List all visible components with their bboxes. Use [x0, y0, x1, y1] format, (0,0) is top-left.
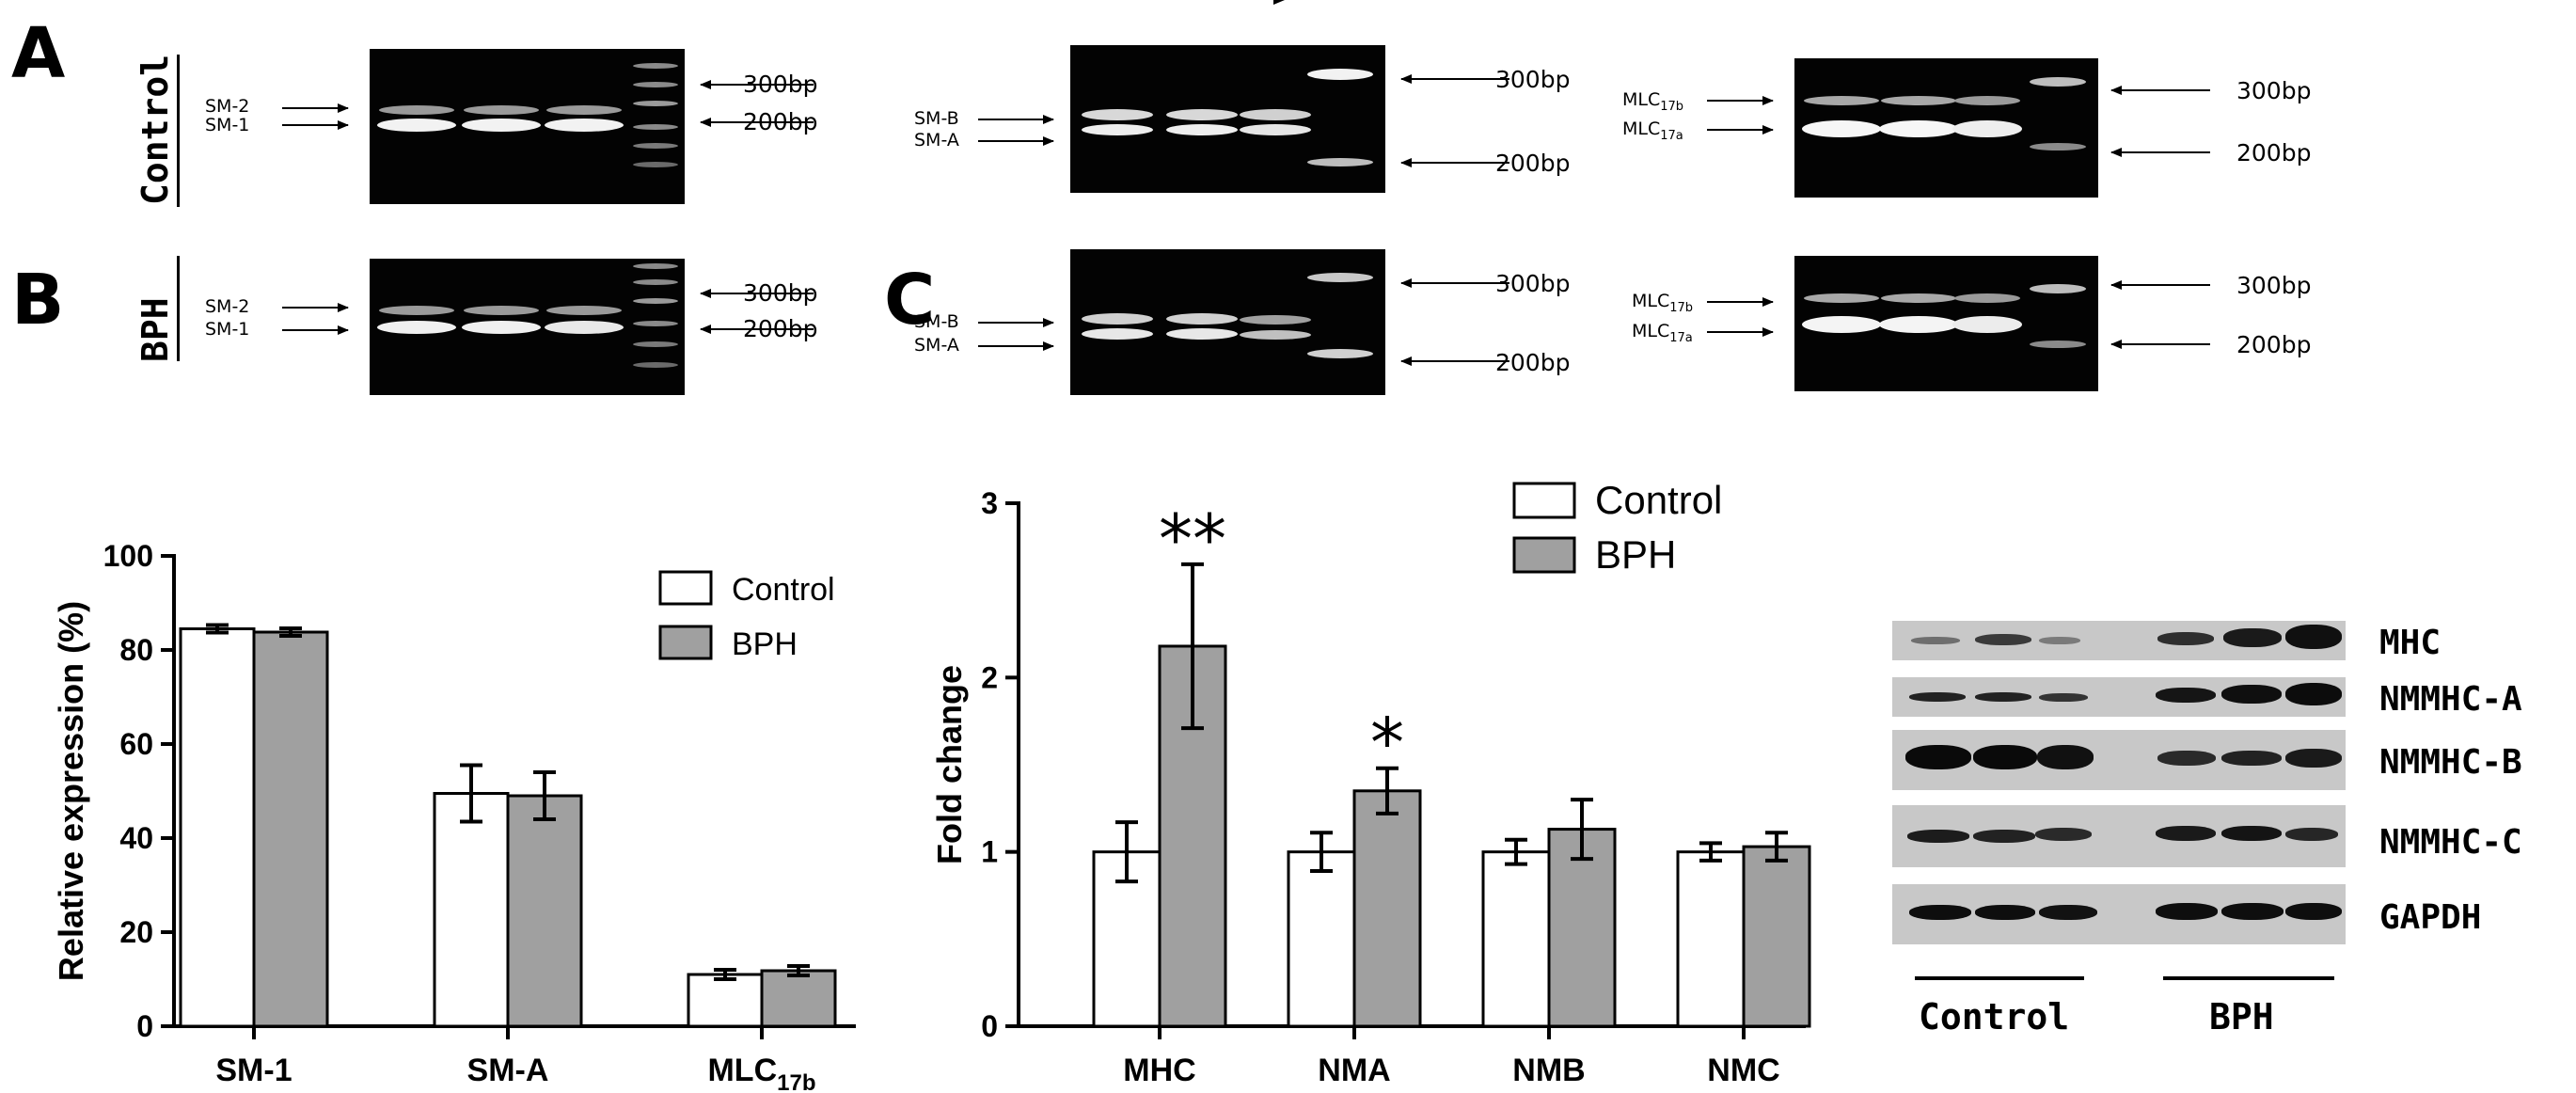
marker-200bp-gel2-control: 200bp: [1495, 150, 1571, 177]
gel-sm-control: [370, 49, 685, 204]
marker-200bp-gel1-control: 200bp: [743, 108, 818, 135]
marker-300bp-gel2-bph: 300bp: [1495, 270, 1571, 297]
x-tick-label-1: NMA: [1318, 1053, 1390, 1088]
bar-bph-1: [1352, 789, 1422, 1028]
label-smb-bph: SM-B: [914, 311, 959, 332]
significance-1: *: [1370, 704, 1404, 783]
x-tick-label-2: NMB: [1512, 1053, 1585, 1088]
x-tick-label-0: MHC: [1123, 1053, 1195, 1088]
label-mlc17b-bph: MLC17b: [1632, 291, 1694, 315]
marker-300bp-gel3-control: 300bp: [2236, 77, 2312, 104]
marker-300bp-gel3-bph: 300bp: [2236, 272, 2312, 299]
significance-0: **: [1159, 499, 1226, 578]
y-tick-label-2: 2: [981, 660, 998, 694]
gel-smab-bph: [1070, 249, 1385, 395]
bar-bph-1: [506, 794, 583, 1028]
legend-label-bph: BPH: [1595, 532, 1676, 577]
x-tick-label-1: SM-A: [467, 1053, 549, 1088]
y-tick-label-1: 1: [981, 835, 998, 869]
x-tick-label-0: SM-1: [215, 1053, 292, 1088]
marker-200bp-gel3-control: 200bp: [2236, 139, 2312, 166]
blot-strip-mhc: [1892, 621, 2346, 660]
label-sma-bph: SM-A: [914, 335, 959, 356]
bar-bph-2: [760, 969, 837, 1028]
y-tick-label-3: 3: [981, 486, 998, 520]
blot-label-nmmhc-a: NMMHC-A: [2379, 680, 2522, 719]
label-sm1-bph: SM-1: [205, 319, 250, 340]
bar-control-3: [1676, 850, 1746, 1028]
group-bar-control: [1915, 976, 2084, 980]
row-divider-control: [177, 55, 180, 207]
blot-label-nmmhc-c: NMMHC-C: [2379, 823, 2522, 862]
y-tick-label-2: 40: [119, 821, 153, 855]
marker-200bp-gel3-bph: 200bp: [2236, 331, 2312, 358]
marker-200bp-gel2-bph: 200bp: [1495, 349, 1571, 376]
legend-swatch-control: [1512, 482, 1576, 519]
group-bar-bph: [2163, 976, 2334, 980]
x-tick-label-3: NMC: [1707, 1053, 1779, 1088]
marker-300bp-gel2-control: 300bp: [1495, 66, 1571, 93]
label-sm2-bph: SM-2: [205, 296, 250, 317]
panel-letter-a: A: [11, 13, 66, 94]
label-sm1-control: SM-1: [205, 115, 250, 135]
bar-control-1: [1287, 850, 1356, 1028]
legend-label-bph: BPH: [732, 626, 798, 662]
gel-mlc-control: [1794, 58, 2098, 198]
label-sma-control: SM-A: [914, 130, 959, 150]
legend-label-control: Control: [732, 572, 835, 608]
chart-relative-expression: 0 20 40 60 80 100 Relative expression (%) SM-1 S…: [52, 539, 856, 1093]
legend-swatch-bph: [1512, 536, 1576, 574]
label-mlc17a-bph: MLC17a: [1632, 321, 1693, 345]
label-mlc17b-control: MLC17b: [1622, 89, 1684, 114]
y-axis-label: Fold change: [930, 665, 969, 864]
y-tick-label-3: 60: [119, 727, 153, 761]
legend-swatch-control: [658, 570, 713, 606]
bar-control-1: [433, 792, 510, 1028]
marker-200bp-gel1-bph: 200bp: [743, 315, 818, 342]
label-smb-control: SM-B: [914, 108, 959, 129]
bar-bph-0: [252, 630, 329, 1028]
bar-control-0: [179, 627, 256, 1028]
blot-strip-nmmhc-a: [1892, 677, 2346, 717]
gel-smab-control: [1070, 45, 1385, 193]
blot-label-gapdh: GAPDH: [2379, 898, 2482, 937]
bar-bph-2: [1547, 828, 1617, 1028]
gel-sm-bph: [370, 259, 685, 395]
gel-mlc-bph: [1794, 256, 2098, 391]
row-divider-bph: [177, 256, 180, 361]
blot-strip-nmmhc-c: [1892, 805, 2346, 867]
marker-300bp-gel1-bph: 300bp: [743, 279, 818, 307]
legend-swatch-bph: [658, 625, 713, 660]
chart-fold-change: 0 1 2 3 Fold change MHC ** NMA * NMB NMC Control BPH: [930, 478, 1811, 1088]
blot-label-nmmhc-b: NMMHC-B: [2379, 743, 2522, 782]
bar-control-2: [687, 973, 764, 1028]
panel-letter-c: C: [884, 260, 936, 341]
y-tick-label-1: 20: [119, 915, 153, 949]
label-mlc17a-control: MLC17a: [1622, 119, 1683, 143]
y-axis-label: Relative expression (%): [52, 601, 90, 981]
bar-bph-3: [1742, 845, 1811, 1028]
blot-label-mhc: MHC: [2379, 624, 2442, 662]
bar-control-2: [1481, 850, 1551, 1028]
blot-strip-gapdh: [1892, 884, 2346, 944]
panel-letter-b: B: [11, 260, 65, 341]
y-tick-label-5: 100: [103, 539, 153, 573]
y-tick-label-0: 0: [981, 1009, 998, 1043]
blot-strip-nmmhc-b: [1892, 730, 2346, 790]
group-label-bph: BPH: [2209, 996, 2274, 1038]
legend-label-control: Control: [1595, 478, 1722, 522]
y-tick-label-4: 80: [119, 633, 153, 667]
x-tick-label-2: MLC17b: [707, 1053, 815, 1093]
y-tick-label-0: 0: [136, 1009, 153, 1043]
label-sm2-control: SM-2: [205, 96, 250, 117]
group-label-control: Control: [1919, 996, 2070, 1038]
panel-a-arrows: [282, 74, 2210, 366]
marker-300bp-gel1-control: 300bp: [743, 71, 818, 98]
